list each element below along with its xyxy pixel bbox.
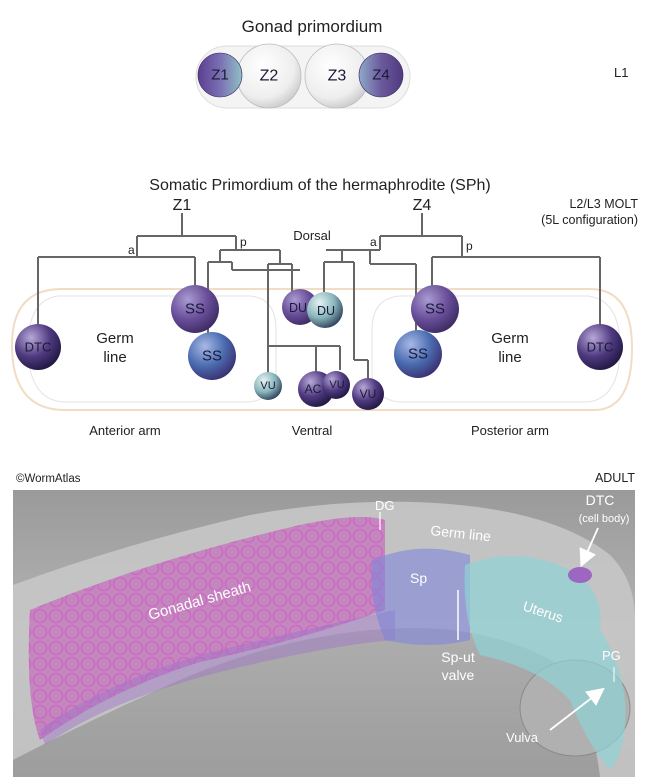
stage-config-label: (5L configuration) [541, 213, 638, 227]
cell-ss-posterior-ventral-label: SS [408, 346, 428, 363]
stage-l1-label: L1 [614, 65, 628, 80]
stage-l2l3-label: L2/L3 MOLT [569, 197, 638, 211]
pg-label: PG [602, 648, 621, 663]
sp-label: Sp [410, 570, 427, 586]
cell-vu-left [254, 372, 282, 400]
posterior-arm-label: Posterior arm [471, 423, 549, 438]
cell-du-left-label: DU [289, 301, 307, 315]
gonad-proximal-arm [40, 610, 395, 745]
sph-cells [15, 285, 623, 410]
cell-dtc-anterior-label: DTC [25, 340, 52, 355]
dg-label: DG [375, 498, 395, 513]
cell-ss-anterior-ventral-label: SS [202, 348, 222, 365]
cell-vu-right-label: VU [360, 387, 377, 401]
lineage-tree-z1 [37, 213, 340, 375]
dtc-cell-body-label: (cell body) [579, 513, 630, 525]
cell-ss-posterior-ventral [394, 330, 442, 378]
worm-lower-tissue [13, 628, 600, 777]
sph-section: Somatic Primordium of the hermaphrodite … [10, 177, 638, 438]
cell-du-right [307, 292, 343, 328]
cell-dtc-posterior-label: DTC [587, 340, 614, 355]
germ-line-anterior-line2: line [103, 349, 126, 366]
vulva-arrow [549, 687, 605, 731]
sph-title: Somatic Primordium of the hermaphrodite … [149, 177, 490, 194]
germ-line-posterior-line2: line [498, 349, 521, 366]
cell-ss-anterior-ventral [188, 332, 236, 380]
sph-cell-labels: DTC DTC SS SS SS SS DU DU VU AC VU VU [25, 301, 614, 402]
adult-section: ©WormAtlas ADULT DG Germ line DTC (cell … [13, 471, 635, 777]
cell-ss-anterior-dorsal [171, 285, 219, 333]
cell-ss-posterior-dorsal-label: SS [425, 301, 445, 318]
cell-dtc-posterior [577, 324, 623, 370]
cell-ac-label: AC [305, 382, 322, 396]
vulva-label: Vulva [506, 730, 539, 745]
dtc-arrow [579, 527, 599, 568]
germ-line-adult-label: Germ line [430, 522, 492, 544]
cell-dtc-anterior [15, 324, 61, 370]
stage-adult-label: ADULT [595, 471, 635, 485]
gonad-primordium-section: Gonad primordium L1 Z1 Z2 Z3 Z4 [195, 17, 628, 109]
sp-ut-valve-line1: Sp-ut [441, 649, 475, 665]
sp-ut-valve-line2: valve [442, 667, 475, 683]
z1-branch-a: a [128, 243, 135, 257]
anterior-arm-label: Anterior arm [89, 423, 161, 438]
z4-lineage-label: Z4 [413, 197, 432, 214]
cell-vu-middle-label: VU [329, 379, 344, 391]
cell-z3-label: Z3 [328, 68, 347, 85]
cell-z1-label: Z1 [211, 67, 229, 84]
cell-z2-label: Z2 [260, 68, 279, 85]
uterus [464, 556, 626, 770]
ventral-label: Ventral [292, 423, 333, 438]
z4-branch-p: p [466, 239, 473, 253]
dtc-cell-body [568, 567, 592, 583]
lineage-tree-z4 [323, 213, 601, 380]
cell-ss-posterior-dorsal [411, 285, 459, 333]
dtc-adult-label: DTC [586, 492, 615, 508]
cell-z1 [197, 52, 243, 98]
cell-vu-right [352, 378, 384, 410]
dorsal-label: Dorsal [293, 228, 331, 243]
cell-z4-label: Z4 [372, 67, 390, 84]
z1-lineage-label: Z1 [173, 197, 192, 214]
z1-branch-p: p [240, 235, 247, 249]
cell-vu-middle [322, 371, 350, 399]
cell-z4 [358, 52, 404, 98]
cell-ss-anterior-dorsal-label: SS [185, 301, 205, 318]
gonadal-sheath-pattern [28, 516, 385, 740]
germ-line-anterior-region [27, 295, 277, 403]
cell-du-right-label: DU [317, 304, 335, 318]
spermatheca [371, 548, 470, 645]
germ-line-anterior-line1: Germ [96, 330, 134, 347]
gonad-primordium-title: Gonad primordium [242, 17, 383, 36]
z4-branch-a: a [370, 235, 377, 249]
copyright-label: ©WormAtlas [16, 473, 81, 485]
germ-line-posterior-line1: Germ [491, 330, 529, 347]
cell-vu-left-label: VU [260, 380, 275, 392]
